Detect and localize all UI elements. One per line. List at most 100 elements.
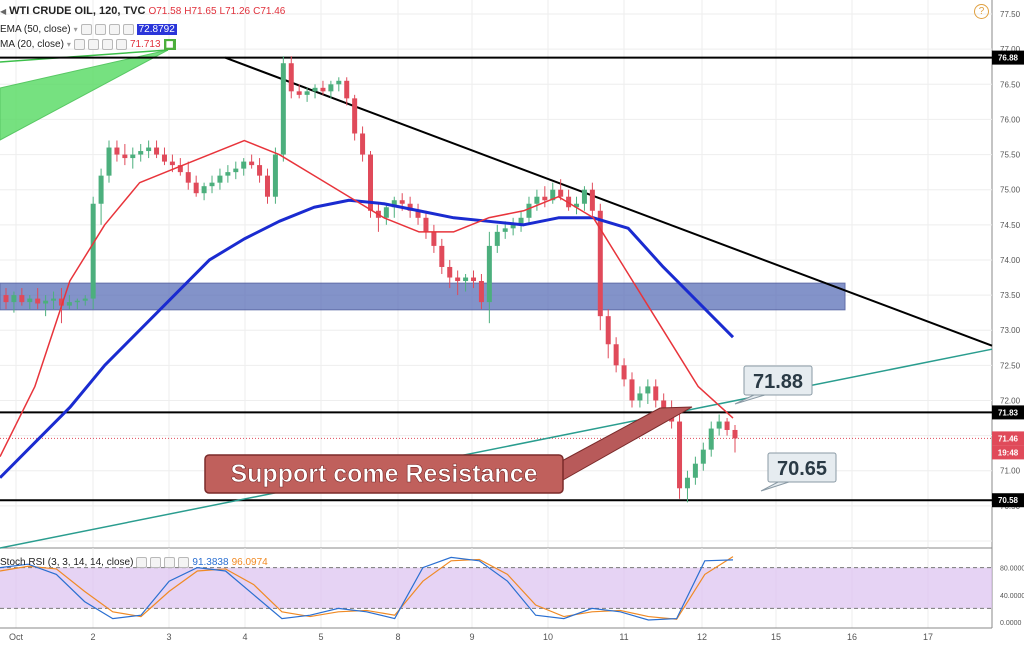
callout-pointer <box>559 406 693 481</box>
candle-body <box>415 210 421 218</box>
candle-body <box>169 161 175 166</box>
candle-body <box>463 277 469 282</box>
candle-body <box>526 203 532 218</box>
price-tag-top: 76.88 <box>998 54 1019 63</box>
x-tick-label: 16 <box>847 632 857 642</box>
ema-label[interactable]: EMA (50, close) <box>0 24 71 35</box>
candle-body <box>621 365 627 380</box>
ma-legend: MA (20, close) ▾ 71.713 ◼ <box>0 39 176 50</box>
x-tick-label: 9 <box>469 632 474 642</box>
stoch-rsi-label[interactable]: Stoch RSI (3, 3, 14, 14, close) <box>0 557 134 568</box>
settings-icon[interactable] <box>150 557 162 568</box>
more-icon[interactable] <box>122 24 134 35</box>
x-tick-label: 15 <box>771 632 781 642</box>
eye-icon[interactable] <box>80 24 92 35</box>
candle-body <box>502 228 508 232</box>
ma-value: 71.713 <box>129 39 161 50</box>
eye-icon[interactable] <box>73 39 85 50</box>
candle-body <box>629 379 635 401</box>
candle-body <box>534 196 540 204</box>
ascending-trendline <box>0 348 993 549</box>
ema-legend: EMA (50, close) ▾ 72.8792 <box>0 24 177 35</box>
alert-icon[interactable]: ? <box>974 4 989 19</box>
candle-body <box>154 147 160 155</box>
countdown-tag: 19:48 <box>998 448 1019 457</box>
candle-body <box>27 298 33 303</box>
more-icon[interactable] <box>115 39 127 50</box>
candle-body <box>130 154 136 159</box>
collapse-icon[interactable]: ◀ <box>0 6 7 16</box>
price-tag-last-bg <box>992 431 1024 446</box>
stoch-tick-label: 0.0000 <box>1000 620 1022 627</box>
candle-body <box>732 429 738 439</box>
price-label-low: 70.65 <box>777 458 827 480</box>
candle-body <box>716 421 722 429</box>
candle-body <box>185 172 191 183</box>
candle-body <box>90 203 96 299</box>
ema-value: 72.8792 <box>136 24 177 35</box>
candle-body <box>106 147 112 176</box>
wedge-shape <box>0 49 169 141</box>
candle-body <box>352 98 358 134</box>
more-icon[interactable] <box>178 557 190 568</box>
candle-body <box>439 245 445 267</box>
x-tick-label: 3 <box>166 632 171 642</box>
chevron-down-icon[interactable]: ▾ <box>66 40 71 49</box>
candle-body <box>241 161 247 169</box>
candle-body <box>589 189 595 211</box>
candle-body <box>58 298 64 306</box>
candle-body <box>486 245 492 303</box>
candle-body <box>74 300 80 303</box>
candle-body <box>471 277 477 282</box>
chevron-down-icon[interactable]: ▾ <box>73 25 78 34</box>
y-tick-label: 72.50 <box>1000 361 1021 370</box>
eye-icon[interactable] <box>136 557 148 568</box>
candle-body <box>677 421 683 489</box>
x-tick-label: 17 <box>923 632 933 642</box>
settings-icon[interactable] <box>87 39 99 50</box>
candle-body <box>344 80 350 99</box>
price-label-high: 71.88 <box>753 371 803 393</box>
candle-body <box>217 175 223 183</box>
y-tick-label: 77.50 <box>1000 10 1021 19</box>
candle-body <box>478 281 484 303</box>
y-tick-label: 73.50 <box>1000 291 1021 300</box>
y-tick-label: 72.00 <box>1000 396 1021 405</box>
remove-icon[interactable] <box>101 39 113 50</box>
settings-icon[interactable] <box>94 24 106 35</box>
ma-label[interactable]: MA (20, close) <box>0 39 64 50</box>
price-label-high-pointer <box>734 393 769 405</box>
x-tick-label: 2 <box>90 632 95 642</box>
close-value: C71.46 <box>253 5 286 17</box>
candle-body <box>558 189 564 197</box>
y-tick-label: 71.00 <box>1000 467 1021 476</box>
low-value: L71.26 <box>219 5 251 17</box>
candle-body <box>257 165 263 176</box>
candle-body <box>51 298 57 301</box>
remove-icon[interactable] <box>108 24 120 35</box>
candle-body <box>98 175 104 204</box>
candle-body <box>455 277 461 282</box>
candle-body <box>423 217 429 232</box>
candle-body <box>35 298 41 304</box>
callout-text: Support come Resistance <box>230 460 537 488</box>
candle-body <box>122 154 128 159</box>
candle-body <box>574 203 580 208</box>
candle-body <box>542 196 548 201</box>
candle-body <box>328 84 334 92</box>
symbol-title[interactable]: WTI CRUDE OIL, 120, TVC <box>9 5 146 17</box>
candle-body <box>296 91 302 95</box>
candle-body <box>43 300 49 304</box>
price-tag-mid: 71.83 <box>998 408 1019 417</box>
x-tick-label: 10 <box>543 632 553 642</box>
candle-body <box>653 386 659 401</box>
resistance-zone <box>0 282 846 311</box>
price-tag-low: 70.58 <box>998 496 1019 505</box>
y-tick-label: 76.50 <box>1000 80 1021 89</box>
remove-icon[interactable] <box>164 557 176 568</box>
candle-body <box>249 161 255 166</box>
price-tag-low-bg <box>992 493 1024 508</box>
price-tag-top-bg <box>992 50 1024 65</box>
candle-body <box>11 295 17 303</box>
